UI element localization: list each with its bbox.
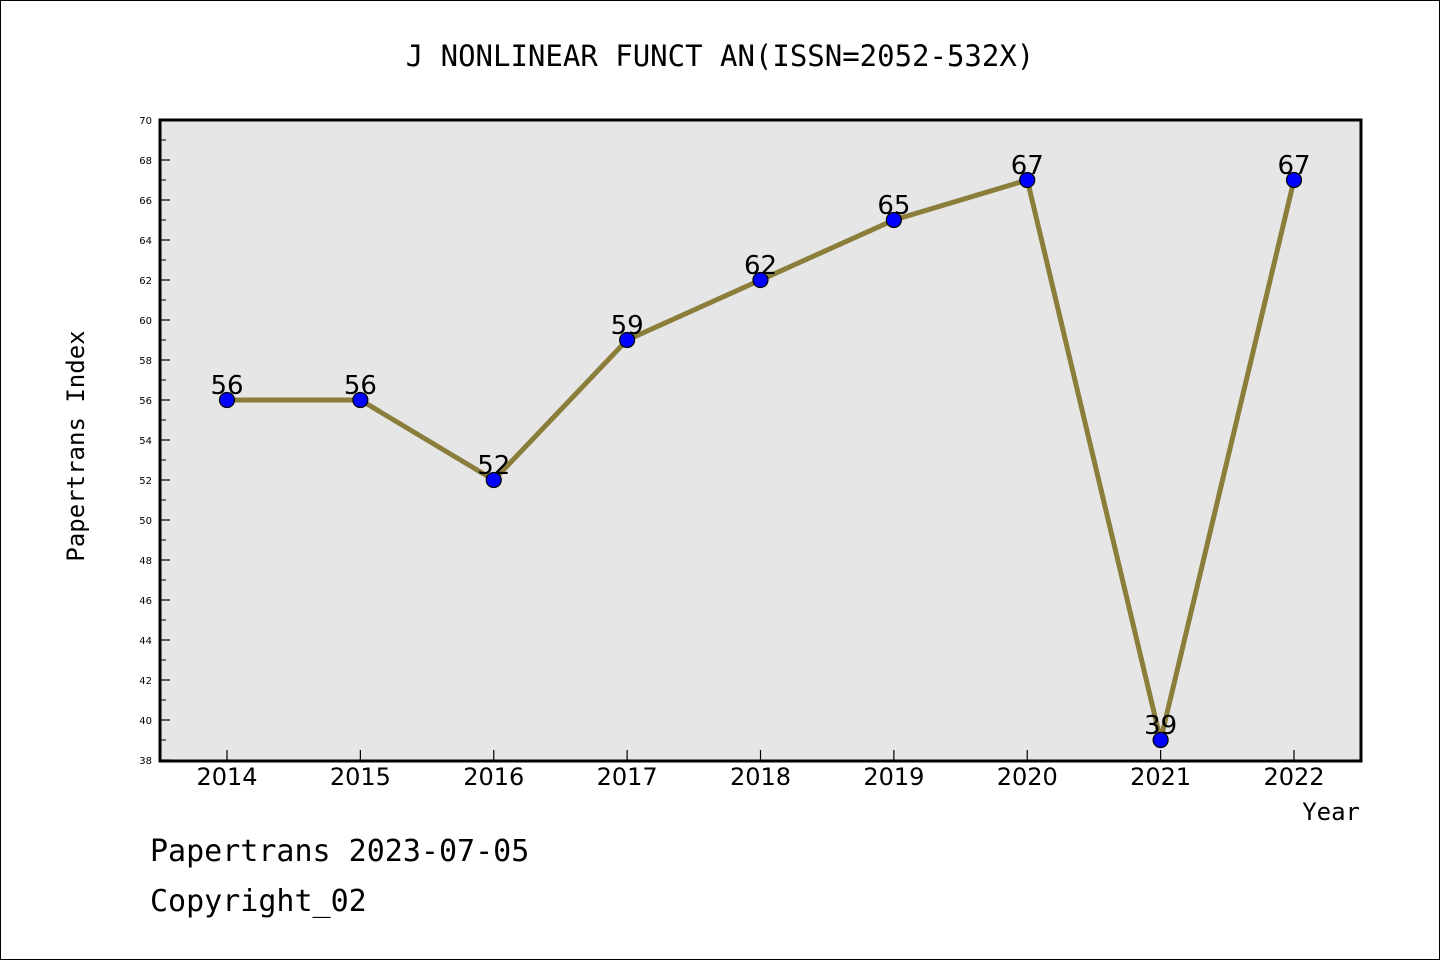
data-point <box>218 391 236 409</box>
data-label: 65 <box>877 191 910 221</box>
y-tick-label: 58 <box>139 356 152 367</box>
y-tick-label: 60 <box>139 316 152 327</box>
y-tick-label: 62 <box>139 276 152 287</box>
data-label: 62 <box>744 251 777 281</box>
data-label: 67 <box>1277 151 1310 181</box>
data-label: 56 <box>210 371 243 401</box>
y-tick-label: 46 <box>139 596 152 607</box>
footer-copyright: Copyright_02 <box>150 884 367 919</box>
data-label: 67 <box>1011 151 1044 181</box>
x-tick-label: 2017 <box>597 763 658 791</box>
y-tick-label: 40 <box>139 716 152 727</box>
y-tick-label: 52 <box>139 476 152 487</box>
data-point <box>1152 731 1169 749</box>
series-layer <box>218 171 1303 749</box>
y-tick-label: 38 <box>139 756 152 767</box>
data-point <box>885 211 902 229</box>
y-tick-label: 56 <box>139 396 152 407</box>
x-axis: 2014 2015 2016 2017 2018 2019 2020 2021 2022 <box>196 750 1325 791</box>
data-label: 52 <box>477 451 510 481</box>
x-tick-label: 2018 <box>730 763 791 791</box>
y-tick-label: 70 <box>139 116 152 127</box>
data-labels: 56 56 52 59 62 65 67 39 67 <box>210 151 1310 741</box>
y-axis: 38 40 42 44 46 48 50 52 54 56 58 60 62 64 66 68 70 <box>139 116 170 767</box>
x-tick-label: 2021 <box>1130 763 1191 791</box>
data-label: 56 <box>344 371 377 401</box>
footer-source: Papertrans 2023-07-05 <box>150 834 530 869</box>
x-tick-label: 2016 <box>463 763 524 791</box>
y-axis-label: Papertrans Index <box>62 330 90 561</box>
data-point <box>752 271 769 289</box>
x-tick-label: 2020 <box>997 763 1058 791</box>
x-axis-label: Year <box>1302 798 1360 826</box>
chart-title: J NONLINEAR FUNCT AN(ISSN=2052-532X) <box>406 39 1035 73</box>
data-label: 39 <box>1144 711 1177 741</box>
x-tick-label: 2014 <box>196 763 257 791</box>
y-tick-label: 64 <box>139 236 152 247</box>
x-tick-label: 2019 <box>863 763 924 791</box>
y-tick-label: 54 <box>139 436 152 447</box>
x-tick-label: 2022 <box>1263 763 1324 791</box>
y-tick-label: 44 <box>139 636 152 647</box>
y-tick-label: 66 <box>139 196 152 207</box>
data-point <box>485 471 502 489</box>
data-point <box>619 331 636 349</box>
y-tick-label: 48 <box>139 556 152 567</box>
x-tick-label: 2015 <box>330 763 391 791</box>
data-label: 59 <box>611 311 644 341</box>
data-point <box>1285 171 1303 189</box>
y-tick-label: 68 <box>139 156 152 167</box>
data-point <box>1019 171 1036 189</box>
data-point <box>352 391 369 409</box>
plot-area <box>158 118 1363 763</box>
y-tick-label: 42 <box>139 676 152 687</box>
y-tick-label: 50 <box>139 516 152 527</box>
